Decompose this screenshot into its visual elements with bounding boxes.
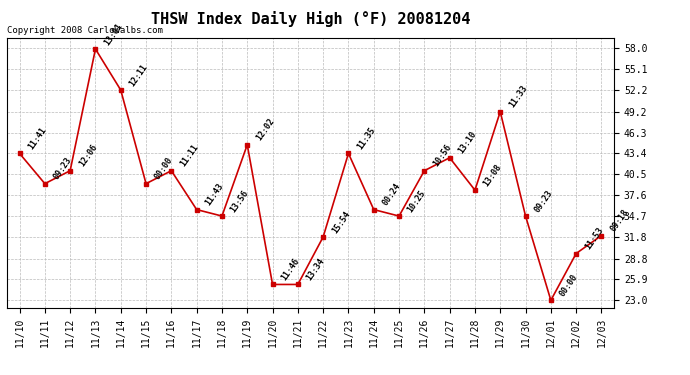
Text: 12:11: 12:11 <box>128 62 150 88</box>
Text: 12:06: 12:06 <box>77 143 99 168</box>
Text: 13:10: 13:10 <box>457 130 478 156</box>
Text: 00:00: 00:00 <box>153 156 175 182</box>
Text: 10:25: 10:25 <box>406 188 428 214</box>
Text: 09:18: 09:18 <box>609 208 630 233</box>
Text: 11:33: 11:33 <box>507 84 529 110</box>
Text: 11:41: 11:41 <box>26 126 48 151</box>
Text: 15:54: 15:54 <box>330 209 352 235</box>
Text: 10:56: 10:56 <box>431 143 453 168</box>
Text: 00:00: 00:00 <box>558 273 580 298</box>
Text: 11:53: 11:53 <box>583 226 605 251</box>
Text: 12:02: 12:02 <box>254 117 276 142</box>
Text: 09:23: 09:23 <box>52 156 74 182</box>
Text: 11:46: 11:46 <box>279 256 302 282</box>
Text: 13:08: 13:08 <box>482 162 504 188</box>
Text: 13:01: 13:01 <box>102 21 124 47</box>
Text: 09:23: 09:23 <box>533 188 554 214</box>
Text: 00:24: 00:24 <box>381 182 402 207</box>
Text: 11:11: 11:11 <box>178 143 200 168</box>
Text: Copyright 2008 CarloWalbs.com: Copyright 2008 CarloWalbs.com <box>7 26 163 35</box>
Text: THSW Index Daily High (°F) 20081204: THSW Index Daily High (°F) 20081204 <box>151 11 470 27</box>
Text: 11:35: 11:35 <box>355 126 377 151</box>
Text: 13:34: 13:34 <box>305 256 326 282</box>
Text: 11:43: 11:43 <box>204 182 226 207</box>
Text: 13:56: 13:56 <box>229 188 250 214</box>
